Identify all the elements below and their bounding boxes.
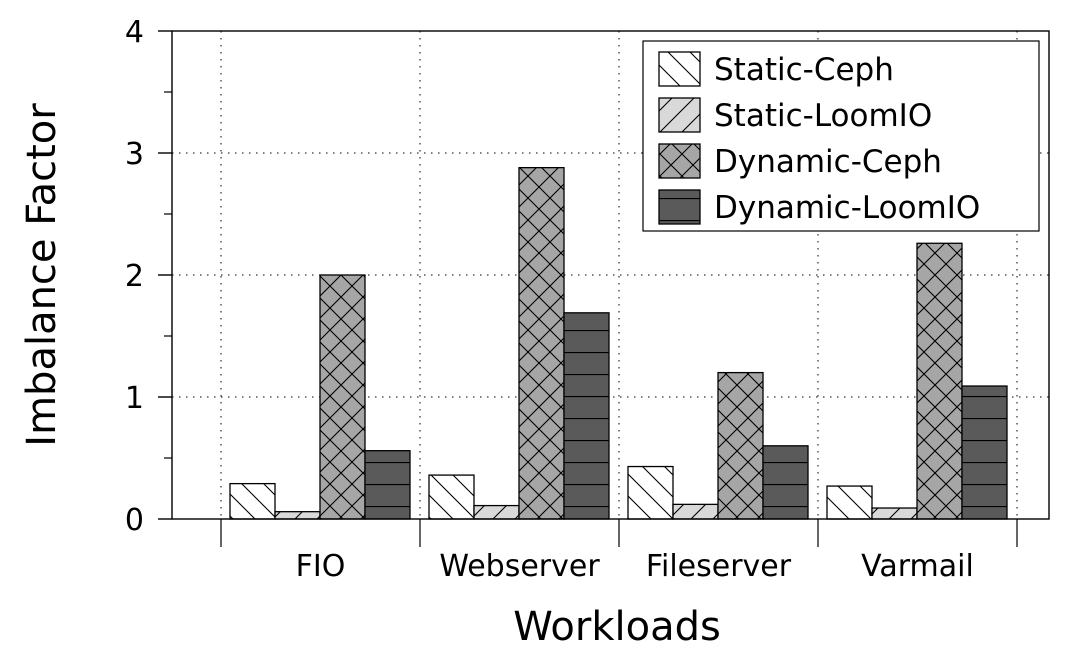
- bar-3-4: [916, 242, 963, 520]
- x-tick-label-2: Webserver: [439, 549, 600, 584]
- bar-pattern: [229, 482, 276, 520]
- bar-2-4: [871, 507, 918, 520]
- bar-pattern: [319, 274, 366, 520]
- bar-2-1: [274, 511, 321, 520]
- bar-1-4: [826, 485, 873, 520]
- legend-swatch: [658, 51, 701, 87]
- bar-2-3: [672, 503, 719, 520]
- x-axis-title: Workloads: [513, 604, 721, 650]
- legend-box: [642, 40, 1040, 232]
- bar-pattern: [717, 371, 764, 520]
- bar-2-2: [473, 504, 520, 520]
- bars: [229, 166, 1008, 520]
- legend-item-3: Dynamic-Ceph: [658, 143, 942, 180]
- bar-4-1: [364, 450, 411, 520]
- bar-pattern: [428, 474, 475, 520]
- y-tick-label-4: 4: [125, 15, 144, 50]
- x-tick-label-3: Fileserver: [646, 549, 792, 584]
- legend-label: Static-Ceph: [714, 52, 894, 88]
- y-axis-title: Imbalance Factor: [19, 103, 65, 447]
- bar-pattern: [627, 465, 674, 520]
- bar-pattern: [518, 166, 565, 520]
- bar-3-1: [319, 274, 366, 520]
- bar-4-2: [563, 312, 610, 520]
- bar-4-3: [762, 445, 809, 520]
- bar-pattern: [672, 503, 719, 520]
- legend-label: Dynamic-LoomIO: [714, 190, 980, 226]
- y-tick-label-2: 2: [125, 259, 144, 294]
- bar-1-1: [229, 482, 276, 520]
- bar-pattern: [961, 385, 1008, 520]
- gridlines: [172, 31, 1049, 519]
- bar-1-3: [627, 465, 674, 520]
- bar-pattern: [563, 312, 610, 520]
- bar-pattern: [364, 450, 411, 520]
- x-tick-label-1: FIO: [296, 549, 346, 584]
- x-tick-label-4: Varmail: [861, 549, 974, 584]
- legend-item-4: Dynamic-LoomIO: [658, 189, 980, 226]
- axes: 0 1 2 3 4 FIO Webserver Fileserver Varmail: [125, 15, 1018, 584]
- legend-swatch: [658, 143, 701, 179]
- bar-3-3: [717, 371, 764, 520]
- y-tick-label-0: 0: [125, 503, 144, 538]
- legend-label: Static-LoomIO: [714, 98, 932, 134]
- legend-item-1: Static-Ceph: [658, 51, 894, 88]
- bar-1-2: [428, 474, 475, 520]
- y-tick-label-1: 1: [125, 381, 144, 416]
- legend-item-2: Static-LoomIO: [658, 97, 932, 134]
- bar-pattern: [473, 504, 520, 520]
- bar-pattern: [916, 242, 963, 520]
- legend-swatch: [658, 97, 701, 133]
- legend-label: Dynamic-Ceph: [714, 144, 942, 180]
- bar-pattern: [826, 485, 873, 520]
- bar-pattern: [274, 511, 321, 520]
- y-tick-label-3: 3: [125, 137, 144, 172]
- legend-swatch: [658, 189, 701, 225]
- bar-4-4: [961, 385, 1008, 520]
- legend: Static-Ceph Static-LoomIO Dynamic-Ceph Dyna…: [642, 40, 1040, 232]
- bar-3-2: [518, 166, 565, 520]
- bar-pattern: [762, 445, 809, 520]
- bar-pattern: [871, 507, 918, 520]
